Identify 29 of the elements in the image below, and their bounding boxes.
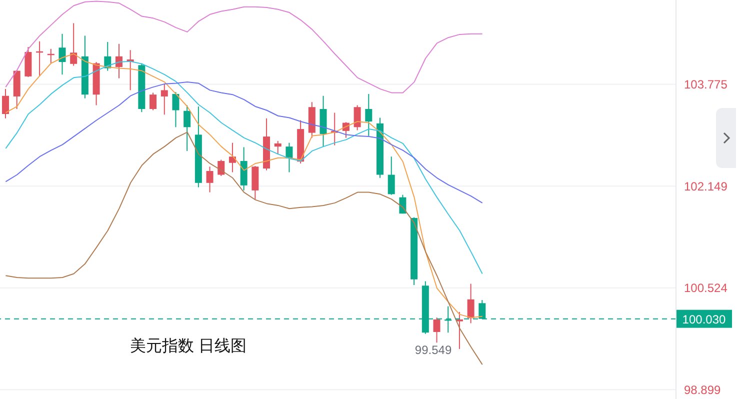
- text: 美元指数 日线图: [130, 336, 246, 357]
- line-series: [5, 0, 483, 94]
- y-tick-label: 100.524: [684, 281, 728, 296]
- candlestick: [58, 33, 66, 76]
- y-tick-label: 103.775: [684, 78, 728, 92]
- candlestick: [2, 88, 9, 119]
- line-series: [5, 82, 483, 204]
- candlestick: [252, 165, 259, 200]
- candlestick: [206, 166, 214, 193]
- candlestick: [172, 92, 180, 128]
- candlestick: [228, 142, 236, 173]
- y-tick-label: 98.899: [684, 382, 722, 397]
- candlestick: [150, 92, 157, 111]
- annotation: 99.549: [414, 342, 452, 357]
- candlestick: [184, 104, 191, 152]
- y-tick-label: 102.149: [684, 179, 728, 194]
- candlestick: [433, 317, 440, 344]
- candlestick: [70, 22, 78, 66]
- candlestick: [388, 156, 395, 196]
- candlestick: [218, 159, 225, 177]
- candlestick: [160, 83, 168, 116]
- candlestick: [286, 142, 293, 173]
- candlestick: [354, 104, 361, 131]
- candlestick: [456, 311, 463, 350]
- candlestick: [365, 93, 372, 136]
- ref-line-label: 100.030: [682, 312, 726, 326]
- line-series: [5, 132, 483, 366]
- candlestick: [274, 140, 282, 155]
- candlestick: [467, 283, 474, 324]
